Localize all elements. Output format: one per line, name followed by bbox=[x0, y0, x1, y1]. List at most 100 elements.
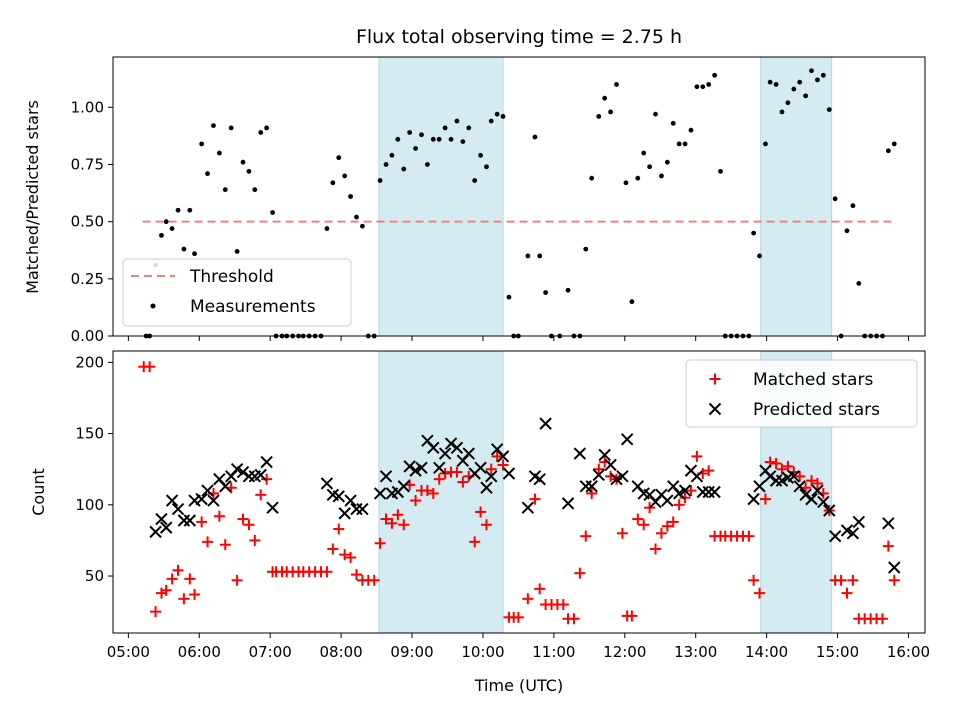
measurement-point bbox=[797, 79, 803, 85]
marker-stroke bbox=[415, 461, 428, 474]
measurement-point bbox=[803, 93, 809, 99]
marker-stroke bbox=[573, 447, 587, 460]
marker-stroke bbox=[421, 434, 434, 447]
matched-star-point bbox=[685, 485, 697, 497]
matched-star-point bbox=[888, 574, 900, 586]
predicted-star-point bbox=[585, 480, 598, 493]
measurement-point bbox=[832, 196, 838, 202]
marker-stroke bbox=[230, 463, 244, 476]
marker-stroke bbox=[502, 467, 516, 480]
marker-stroke bbox=[338, 507, 351, 520]
measurement-point bbox=[187, 207, 193, 213]
matched-star-point bbox=[219, 539, 231, 551]
predicted-star-point bbox=[793, 480, 806, 493]
matched-star-point bbox=[485, 463, 497, 475]
matched-star-point bbox=[703, 465, 715, 477]
measurement-point bbox=[258, 130, 264, 135]
measurement-point bbox=[494, 111, 500, 117]
measurement-point bbox=[596, 114, 602, 119]
marker-stroke bbox=[696, 485, 710, 499]
marker-stroke bbox=[326, 488, 340, 502]
predicted-star-point bbox=[415, 461, 428, 474]
predicted-star-point bbox=[775, 474, 789, 487]
measurement-point bbox=[460, 139, 466, 145]
measurement-point bbox=[706, 82, 712, 87]
matched-star-point bbox=[350, 569, 362, 581]
measurement-point bbox=[222, 187, 228, 193]
measurement-point bbox=[234, 248, 240, 254]
predicted-star-point bbox=[799, 488, 812, 502]
x-tick-label: 07:00 bbox=[249, 643, 292, 661]
x-tick-label: 12:00 bbox=[603, 643, 646, 661]
measurement-point bbox=[826, 107, 832, 112]
marker-stroke bbox=[793, 480, 806, 493]
measurement-point bbox=[199, 141, 205, 147]
measurement-point bbox=[629, 299, 635, 305]
x-tick-label: 15:00 bbox=[816, 643, 859, 661]
matched-star-point bbox=[882, 540, 894, 552]
predicted-star-point bbox=[846, 527, 860, 540]
measurement-point bbox=[466, 125, 472, 131]
predicted-star-point bbox=[672, 487, 686, 500]
matched-star-point bbox=[638, 519, 650, 531]
marker-stroke bbox=[409, 464, 422, 477]
x-tick-label: 13:00 bbox=[674, 643, 717, 661]
predicted-star-point bbox=[171, 502, 185, 516]
marker-stroke bbox=[579, 480, 592, 493]
matched-star-point bbox=[172, 564, 184, 576]
x-tick-label: 08:00 bbox=[319, 643, 362, 661]
marker-stroke bbox=[320, 477, 334, 490]
marker-stroke bbox=[620, 433, 634, 446]
predicted-star-point bbox=[462, 447, 475, 460]
matched-star-point bbox=[475, 506, 487, 518]
matched-star-point bbox=[847, 574, 859, 586]
matched-star-point bbox=[626, 610, 638, 622]
measurement-point bbox=[532, 134, 538, 140]
legend-matched-swatch bbox=[709, 373, 721, 385]
matched-star-point bbox=[410, 495, 422, 507]
y-tick-label: 0.25 bbox=[71, 270, 104, 288]
predicted-star-point bbox=[888, 561, 901, 574]
marker-stroke bbox=[344, 494, 357, 507]
bottom-x-ticks: 05:00 06:00 07:00 08:00 09:00 10:00 11:00 12:00… bbox=[107, 633, 930, 661]
predicted-star-point bbox=[433, 461, 446, 474]
top-legend: Threshold Measurements bbox=[122, 258, 352, 327]
shaded-interval bbox=[760, 56, 833, 337]
predicted-star-point bbox=[661, 494, 674, 507]
y-tick-label: 100 bbox=[75, 496, 104, 514]
matched-star-point bbox=[439, 467, 451, 479]
predicted-star-point bbox=[763, 470, 777, 483]
predicted-star-point bbox=[230, 463, 244, 476]
x-tick-label: 05:00 bbox=[107, 643, 150, 661]
measurement-point bbox=[454, 118, 460, 124]
marker-stroke bbox=[753, 480, 766, 493]
predicted-star-point bbox=[177, 514, 191, 527]
predicted-star-point bbox=[678, 484, 692, 497]
predicted-star-point bbox=[344, 494, 357, 507]
predicted-star-point bbox=[533, 472, 546, 486]
predicted-star-point bbox=[708, 485, 721, 499]
marker-stroke bbox=[528, 470, 542, 483]
marker-stroke bbox=[672, 487, 686, 500]
predicted-star-point bbox=[823, 504, 836, 517]
predicted-star-point bbox=[195, 492, 208, 506]
predicted-star-point bbox=[811, 484, 824, 497]
marker-stroke bbox=[480, 481, 493, 494]
marker-stroke bbox=[350, 502, 363, 516]
shaded-interval bbox=[378, 56, 504, 337]
marker-stroke bbox=[195, 492, 208, 506]
legend-matched-label: Matched stars bbox=[753, 370, 873, 390]
measurement-point bbox=[246, 168, 252, 174]
matched-star-point bbox=[150, 606, 162, 618]
marker-stroke bbox=[379, 470, 393, 483]
predicted-star-point bbox=[561, 497, 575, 510]
measurement-point bbox=[891, 141, 897, 147]
predicted-star-point bbox=[332, 490, 345, 503]
marker-stroke bbox=[521, 501, 535, 514]
predicted-star-point bbox=[149, 525, 162, 539]
measurement-point bbox=[763, 141, 768, 147]
marker-stroke bbox=[332, 490, 345, 503]
measurement-point bbox=[169, 226, 175, 231]
matched-star-point bbox=[770, 458, 782, 470]
bottom-legend-box bbox=[685, 359, 918, 428]
